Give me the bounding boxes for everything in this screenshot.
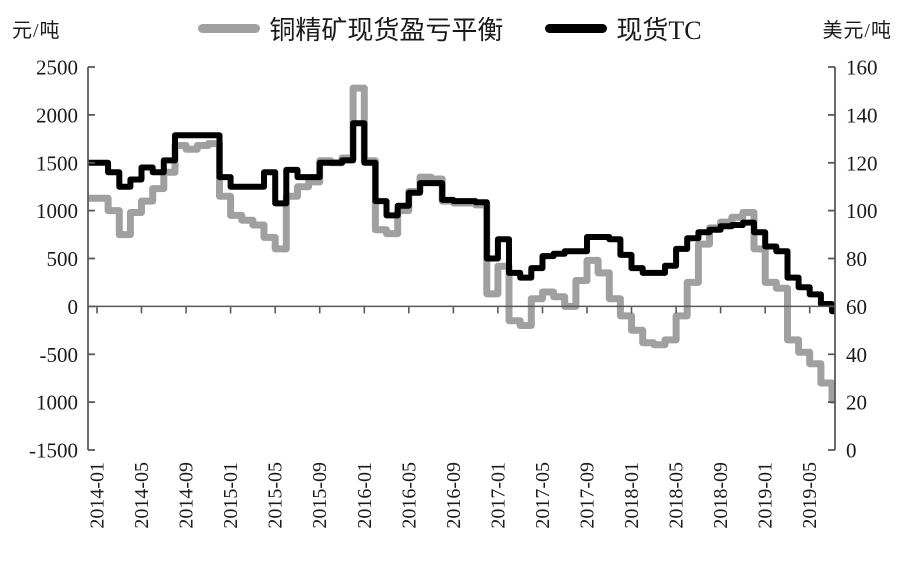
right-axis-unit: 美元/吨 [822, 20, 892, 42]
left-tick-label: 1500 [36, 151, 78, 175]
legend-item-breakeven: 铜精矿现货盈亏平衡 [198, 10, 503, 47]
right-tick-label: 20 [846, 391, 867, 415]
right-tick-label: 40 [846, 343, 867, 367]
x-tick-label: 2014-05 [131, 462, 153, 529]
legend-label-tc: 现货TC [616, 15, 702, 45]
left-tick-label: 500 [47, 247, 79, 271]
x-tick-label: 2016-01 [354, 462, 376, 529]
right-tick-label: 100 [846, 199, 878, 223]
x-tick-label: 2017-01 [487, 462, 509, 529]
right-tick-label: 120 [846, 151, 878, 175]
x-tick-label: 2018-01 [621, 462, 643, 529]
x-tick-label: 2018-09 [710, 462, 732, 529]
x-tick-label: 2017-05 [532, 462, 554, 529]
legend-item-tc: 现货TC [545, 10, 702, 47]
left-tick-label: 1000 [36, 391, 78, 415]
left-tick-label: -1500 [29, 439, 78, 463]
x-tick-label: 2015-05 [265, 462, 287, 529]
left-tick-label: 1000 [36, 199, 78, 223]
left-tick-label: -500 [40, 343, 79, 367]
x-tick-label: 2014-01 [87, 462, 109, 529]
right-tick-label: 60 [846, 295, 867, 319]
x-tick-label: 2016-05 [398, 462, 420, 529]
x-tick-label: 2016-09 [443, 462, 465, 529]
x-tick-label: 2019-01 [755, 462, 777, 529]
legend-label-breakeven: 铜精矿现货盈亏平衡 [269, 15, 504, 45]
left-tick-label: 2000 [36, 103, 78, 127]
x-tick-label: 2017-09 [577, 462, 599, 529]
tc-line [88, 120, 835, 315]
tc-line-swatch [545, 23, 608, 33]
left-axis-unit: 元/吨 [12, 20, 61, 42]
breakeven-line-swatch [198, 23, 261, 33]
right-tick-label: 0 [846, 439, 857, 463]
right-tick-label: 80 [846, 247, 867, 271]
right-tick-label: 160 [846, 56, 878, 80]
x-tick-label: 2014-09 [176, 462, 198, 529]
x-tick-label: 2018-05 [666, 462, 688, 529]
x-tick-label: 2015-09 [309, 462, 331, 529]
x-tick-label: 2015-01 [220, 462, 242, 529]
left-tick-label: 0 [68, 295, 79, 319]
x-tick-label: 2019-05 [799, 462, 821, 529]
right-tick-label: 140 [846, 103, 878, 127]
legend: 铜精矿现货盈亏平衡 现货TC [0, 8, 900, 48]
left-tick-label: 2500 [36, 56, 78, 80]
